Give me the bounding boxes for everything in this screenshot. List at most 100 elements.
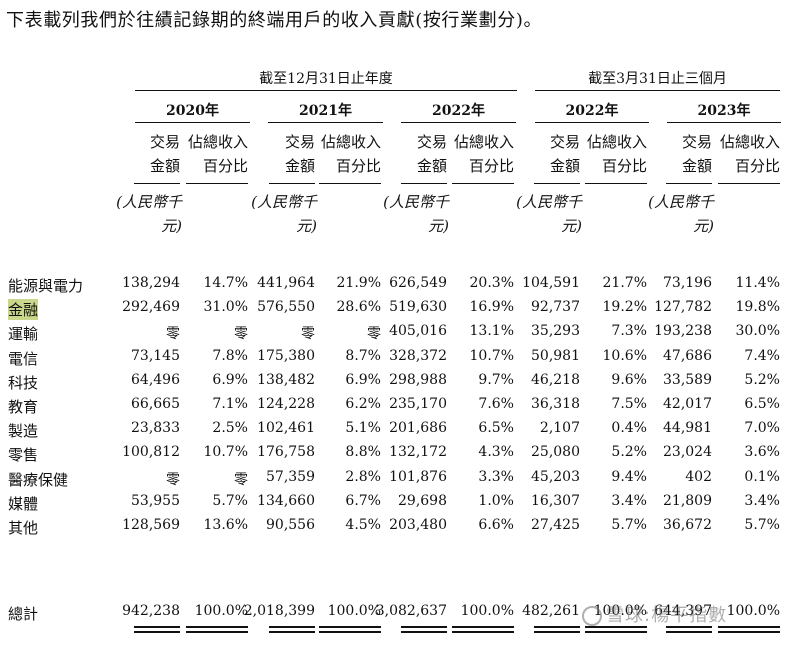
amount-header-line1: 交易 bbox=[549, 133, 580, 151]
watermark: 雪球:楊平指數 bbox=[582, 601, 727, 627]
total-double-rule bbox=[269, 626, 315, 628]
unit-header: (人民幣千元) bbox=[237, 190, 317, 238]
percent-cell: 8.7% bbox=[345, 347, 381, 364]
total-double-rule bbox=[666, 626, 712, 628]
total-double-rule bbox=[534, 631, 580, 633]
percent-cell: 5.7% bbox=[611, 517, 647, 533]
percent-cell: 9.4% bbox=[611, 468, 647, 485]
percent-cell: 零 bbox=[234, 471, 248, 488]
percent-header-line1: 佔總收入 bbox=[320, 133, 381, 151]
year-rule bbox=[667, 122, 781, 123]
amount-cell: 128,569 bbox=[122, 517, 180, 533]
period-header-quarter: 截至3月31日止三個月 bbox=[588, 71, 727, 87]
percent-cell: 6.5% bbox=[744, 396, 780, 412]
row-label: 製造 bbox=[8, 422, 39, 441]
amount-cell: 104,591 bbox=[522, 275, 580, 291]
year-header: 2023年 bbox=[697, 103, 751, 119]
percent-cell: 2.8% bbox=[345, 468, 381, 485]
percent-rule bbox=[319, 183, 381, 184]
amount-cell: 203,480 bbox=[389, 517, 447, 533]
amount-rule bbox=[401, 183, 447, 184]
total-percent-cell: 100.0% bbox=[194, 603, 248, 619]
amount-cell: 138,294 bbox=[122, 275, 180, 291]
amount-cell: 57,359 bbox=[266, 468, 315, 485]
percent-cell: 6.9% bbox=[345, 371, 381, 388]
total-double-rule bbox=[534, 626, 580, 628]
total-double-rule bbox=[666, 631, 712, 633]
total-amount-cell: 2,018,399 bbox=[243, 603, 315, 619]
unit-header-line1: (人民幣 bbox=[116, 193, 167, 211]
total-amount-cell: 942,238 bbox=[122, 603, 180, 619]
total-double-rule bbox=[319, 626, 381, 628]
amount-cell: 92,737 bbox=[531, 299, 580, 316]
amount-rule bbox=[534, 183, 580, 184]
amount-cell: 576,550 bbox=[257, 299, 315, 316]
total-double-rule bbox=[319, 631, 381, 633]
total-double-rule bbox=[718, 631, 780, 633]
amount-header-line2: 金額 bbox=[681, 157, 712, 175]
amount-cell: 402 bbox=[685, 468, 712, 485]
unit-header-line1: (人民幣 bbox=[251, 193, 302, 211]
amount-header: 交易 金額 bbox=[632, 130, 712, 178]
amount-header-line1: 交易 bbox=[284, 133, 315, 151]
amount-header-line1: 交易 bbox=[681, 133, 712, 151]
table-row: 製造 23,833 2.5% 102,461 5.1% 201,686 6.5% 2,107 0… bbox=[0, 420, 800, 442]
year-header: 2020年 bbox=[166, 103, 219, 119]
amount-cell: 44,981 bbox=[663, 420, 712, 437]
percent-cell: 6.2% bbox=[345, 396, 381, 412]
percent-cell: 3.3% bbox=[478, 468, 514, 485]
percent-rule bbox=[718, 183, 780, 184]
total-double-rule bbox=[186, 626, 248, 628]
period-rule-annual bbox=[135, 90, 517, 91]
percent-header: 佔總收入 百分比 bbox=[700, 130, 780, 178]
amount-cell: 298,988 bbox=[389, 371, 447, 388]
amount-rule bbox=[666, 183, 712, 184]
percent-cell: 5.7% bbox=[212, 492, 248, 509]
amount-cell: 405,016 bbox=[389, 323, 447, 340]
amount-rule bbox=[134, 183, 180, 184]
row-label: 金融 bbox=[8, 299, 39, 321]
amount-cell: 175,380 bbox=[257, 347, 315, 364]
year-header: 2022年 bbox=[432, 103, 485, 119]
total-amount-cell: 3,082,637 bbox=[375, 603, 447, 619]
percent-cell: 4.3% bbox=[478, 444, 514, 461]
unit-header-line1: (人民幣 bbox=[516, 193, 567, 211]
percent-header-line1: 佔總收入 bbox=[586, 133, 647, 151]
percent-header-line2: 百分比 bbox=[202, 157, 248, 175]
row-label: 電信 bbox=[8, 349, 39, 368]
total-label: 總計 bbox=[8, 605, 39, 623]
percent-header-line2: 百分比 bbox=[601, 157, 647, 175]
amount-cell: 64,496 bbox=[131, 371, 180, 388]
amount-cell: 23,024 bbox=[663, 444, 712, 461]
percent-cell: 7.6% bbox=[478, 396, 514, 412]
amount-cell: 36,672 bbox=[663, 517, 712, 533]
amount-cell: 127,782 bbox=[654, 299, 712, 316]
table-row: 其他 128,569 13.6% 90,556 4.5% 203,480 6.6% 27,42… bbox=[0, 517, 800, 539]
percent-cell: 30.0% bbox=[735, 323, 780, 340]
unit-header-line1: (人民幣 bbox=[383, 193, 434, 211]
percent-cell: 3.6% bbox=[744, 444, 780, 461]
table-row: 教育 66,665 7.1% 124,228 6.2% 235,170 7.6% 36,318… bbox=[0, 396, 800, 418]
percent-cell: 9.7% bbox=[478, 371, 514, 388]
amount-cell: 16,307 bbox=[531, 492, 580, 509]
amount-cell: 35,293 bbox=[531, 323, 580, 340]
percent-cell: 13.1% bbox=[469, 323, 514, 340]
percent-cell: 28.6% bbox=[336, 299, 381, 316]
amount-header: 交易 金額 bbox=[100, 130, 180, 178]
percent-cell: 13.6% bbox=[203, 517, 248, 533]
unit-header-line2: 千元) bbox=[693, 193, 714, 235]
percent-cell: 7.3% bbox=[611, 323, 647, 340]
row-label: 媒體 bbox=[8, 494, 39, 513]
percent-cell: 7.4% bbox=[744, 347, 780, 364]
percent-cell: 5.2% bbox=[611, 444, 647, 461]
amount-cell: 176,758 bbox=[257, 444, 315, 461]
percent-cell: 7.5% bbox=[611, 396, 647, 412]
amount-cell: 零 bbox=[301, 326, 315, 343]
row-label: 零售 bbox=[8, 446, 39, 465]
total-double-rule bbox=[718, 626, 780, 628]
total-double-rule bbox=[401, 626, 447, 628]
percent-cell: 10.7% bbox=[469, 347, 514, 364]
period-rule-quarter bbox=[535, 90, 780, 91]
percent-cell: 5.2% bbox=[744, 371, 780, 388]
total-double-rule bbox=[269, 631, 315, 633]
